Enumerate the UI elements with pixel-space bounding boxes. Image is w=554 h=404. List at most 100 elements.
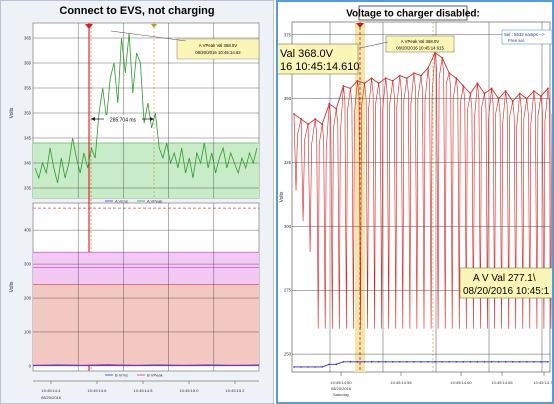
selection-info-box[interactable] <box>501 29 552 45</box>
right-vpeak-point <box>525 97 528 100</box>
left-x-tick-label: 10:45:14.8 <box>134 388 154 393</box>
right-vrms-point <box>434 360 436 363</box>
top-y-tick-label: 355 <box>24 86 32 91</box>
right-x-tick-label: 10:45:14.50 <box>330 380 352 385</box>
right-x-tick-label: 10:45:14.55 <box>390 380 412 385</box>
right-vpeak-point <box>335 107 338 110</box>
right-vpeak-point <box>547 87 549 90</box>
bottom-legend-peak: B VPeak <box>147 373 163 378</box>
top-y-tick-label: 345 <box>24 136 32 141</box>
right-vpeak-point <box>328 102 331 105</box>
bottom-y-tick-label: 300 <box>24 262 32 267</box>
bottom-callout-line1: A V Val 277.1\ <box>473 273 536 284</box>
measure-label-bg <box>104 115 142 123</box>
bottom-y-tick-label: 0 <box>29 363 32 368</box>
bottom-red-band <box>33 284 259 366</box>
right-vrms-point <box>384 360 387 363</box>
top-y-tick-label: 360 <box>24 61 32 66</box>
right-vpeak-point <box>314 118 317 120</box>
right-vpeak-point <box>293 113 295 115</box>
right-vpeak-point <box>370 77 373 80</box>
right-x-tick-label: 10:45:14.70 <box>533 380 552 385</box>
right-vrms-point <box>469 360 472 363</box>
big-callout-line2: 16 10:45:14.610 <box>280 61 360 73</box>
right-y-tick-label: 300 <box>284 224 292 229</box>
top-callout-line1: A VPeak Val 368.0V <box>199 43 238 48</box>
x-axis-band <box>33 379 259 401</box>
right-chart-panel: Voltage to charger disabled: 375 350 325 30… <box>276 0 554 404</box>
right-vpeak-point <box>342 84 345 87</box>
right-plot-area <box>291 21 551 373</box>
right-vpeak-point <box>483 92 486 95</box>
bottom-pink-band <box>33 252 259 285</box>
right-vrms-point <box>455 360 458 363</box>
right-cursor-marker <box>356 23 364 28</box>
right-vrms-point <box>363 360 366 363</box>
right-vrms-point <box>533 360 535 363</box>
right-vrms-point <box>328 363 331 366</box>
big-callout-line1: Val 368.0V <box>280 48 334 60</box>
right-vpeak-point <box>413 72 415 74</box>
right-title-box <box>358 5 468 21</box>
right-vrms-point <box>300 366 302 368</box>
bottom-y-tick-label: 400 <box>24 228 32 233</box>
measure-arrow-right-head <box>150 117 154 121</box>
top-callout-line2: 08/20/2016 10:45:14.62 <box>195 50 241 55</box>
right-y-tick-label: 250 <box>284 352 292 357</box>
top-callout-box <box>176 38 260 60</box>
right-ylabel: Volts <box>279 191 285 202</box>
right-vrms-point <box>391 360 394 363</box>
left-x-tick-label: 10:45:15.2 <box>226 388 246 393</box>
right-vrms-point <box>511 360 514 363</box>
right-vrms-point <box>483 360 486 363</box>
right-vpeak-point <box>363 82 366 85</box>
right-vrms-point <box>476 360 479 363</box>
top-y-tick-label: 335 <box>24 186 32 191</box>
right-x-date: 08/20/2016 <box>331 386 352 391</box>
right-vpeak-point <box>490 87 493 90</box>
right-vrms-point <box>448 360 451 363</box>
bottom-y-tick-label: 100 <box>24 329 32 334</box>
right-vrms-point <box>413 360 415 363</box>
right-y-tick-label: 275 <box>284 288 292 293</box>
right-vrms-point <box>307 366 309 368</box>
top-callout-pointer <box>110 30 187 42</box>
small-callout-line1: A VPeak Val 368.0V <box>401 39 440 44</box>
right-vpeak-point <box>398 74 401 77</box>
top-y-tick-label: 365 <box>24 36 32 41</box>
right-vpeak-point <box>420 74 422 77</box>
small-callout-pointer <box>359 41 389 49</box>
right-vrms-point <box>504 360 507 363</box>
right-vrms-point <box>399 360 401 363</box>
left-chart-svg: 365 360 355 350 345 340 335 400 300 200 100 0 Volt… <box>9 22 260 401</box>
left-x-tick-label: 10:45:14.6 <box>88 388 108 393</box>
right-vrms-point <box>441 360 443 363</box>
top-y-tick-label: 350 <box>24 111 32 116</box>
bottom-legend-rms: B Vrms <box>115 373 128 378</box>
right-vrms-point <box>490 360 493 363</box>
right-vrms-point <box>462 360 465 363</box>
right-vrms-point <box>377 360 380 363</box>
right-vpeak-point <box>462 84 465 87</box>
bottom-callout-line2: 08/20/2016 10:45:1 <box>463 286 550 297</box>
right-vrms-point <box>370 360 373 363</box>
top-series-a-vpeak <box>34 32 258 184</box>
right-chart-svg: Voltage to charger disabled: 375 350 325 30… <box>278 5 552 397</box>
right-vpeak-point <box>427 67 429 69</box>
top-ylabel: Volts <box>9 107 15 118</box>
right-vpeak-point <box>405 77 408 80</box>
right-vpeak-point <box>476 82 479 85</box>
left-chart-title: Connect to EVS, not charging <box>59 5 215 17</box>
right-vpeak-point <box>377 82 380 85</box>
right-vrms-point <box>335 363 338 366</box>
right-vpeak-point <box>504 90 507 92</box>
right-vrms-point <box>342 360 345 363</box>
bottom-y-tick-label: 200 <box>24 296 32 301</box>
right-vpeak-point <box>455 77 458 80</box>
right-x-tick-label: 10:45:14.65 <box>491 380 513 385</box>
right-vpeak-point <box>384 77 387 80</box>
right-vrms-point <box>526 360 528 363</box>
top-legend-peak: A VPeak <box>147 199 162 204</box>
right-vpeak-point <box>511 100 514 103</box>
right-vrms-point <box>540 360 542 363</box>
